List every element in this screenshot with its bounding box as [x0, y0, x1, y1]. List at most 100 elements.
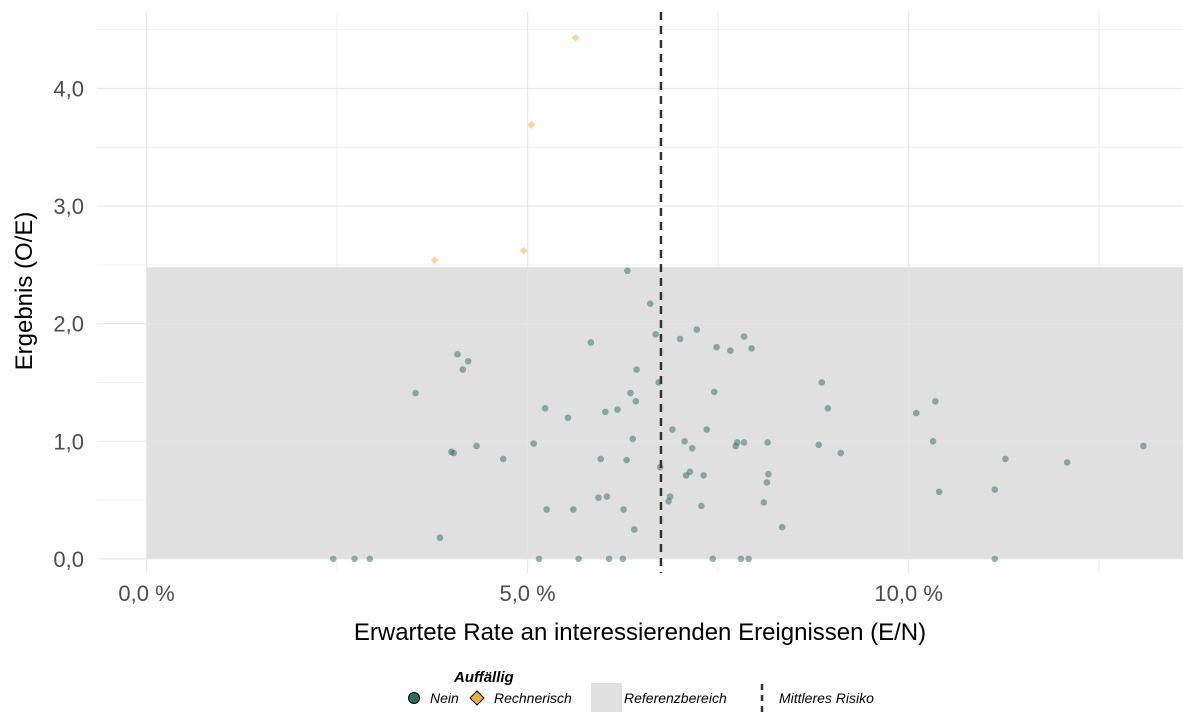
- data-point-nein: [624, 267, 631, 275]
- legend-key-rechnerisch: [469, 690, 485, 706]
- data-point-nein: [693, 326, 701, 333]
- data-point-nein: [991, 555, 999, 563]
- data-point-nein: [499, 455, 507, 463]
- data-point-nein: [815, 441, 823, 449]
- data-point-nein: [711, 388, 718, 396]
- data-point-nein: [464, 358, 472, 365]
- data-point-nein: [686, 468, 694, 476]
- data-point-nein: [991, 486, 999, 493]
- data-point-nein: [570, 506, 577, 513]
- data-point-nein: [473, 442, 480, 450]
- y-tick-labels: 0,0 1,0 2,0 3,0 4,0: [53, 76, 84, 571]
- data-point-nein: [1002, 455, 1009, 463]
- legend-key-nein: [408, 692, 420, 704]
- data-point-nein: [530, 440, 537, 447]
- data-point-nein: [688, 445, 696, 452]
- data-point-nein: [713, 343, 720, 351]
- data-point-nein: [764, 439, 771, 446]
- data-point-nein: [605, 555, 613, 563]
- legend-label-nein: Nein: [430, 690, 459, 706]
- data-point-nein: [454, 350, 461, 358]
- data-point-nein: [541, 405, 549, 412]
- data-point-nein: [666, 493, 674, 500]
- data-point-nein: [436, 534, 444, 542]
- data-points: [329, 33, 1147, 563]
- data-point-nein: [412, 389, 419, 397]
- data-point-nein: [652, 330, 659, 338]
- x-tick-label: 5,0 %: [499, 581, 555, 606]
- data-point-nein: [727, 347, 734, 355]
- x-tick-labels: 0,0 % 5,0 % 10,0 %: [118, 581, 942, 606]
- data-point-rechnerisch: [571, 33, 580, 42]
- data-point-nein: [575, 555, 582, 563]
- data-point-rechnerisch: [519, 246, 528, 255]
- data-point-nein: [632, 397, 640, 405]
- data-point-rechnerisch: [430, 256, 439, 265]
- data-point-nein: [733, 439, 741, 446]
- legend: Auffällig Nein Rechnerisch Referenzberei…: [408, 669, 874, 712]
- data-point-nein: [932, 397, 939, 405]
- data-point-nein: [929, 437, 937, 445]
- data-point-nein: [366, 555, 374, 563]
- data-point-nein: [737, 555, 745, 563]
- legend-label-referenzbereich: Referenzbereich: [624, 690, 727, 706]
- data-point-nein: [564, 414, 572, 422]
- data-point-nein: [778, 523, 786, 531]
- data-point-nein: [760, 499, 768, 506]
- data-point-nein: [765, 470, 772, 478]
- data-point-nein: [748, 345, 755, 352]
- legend-label-rechnerisch: Rechnerisch: [494, 690, 572, 706]
- data-point-nein: [587, 339, 595, 346]
- data-point-nein: [763, 479, 771, 486]
- data-point-nein: [669, 426, 676, 433]
- data-point-nein: [818, 379, 826, 386]
- y-tick-label: 3,0: [53, 194, 84, 219]
- data-point-nein: [595, 494, 602, 502]
- data-point-nein: [630, 526, 638, 533]
- y-tick-label: 0,0: [53, 547, 84, 572]
- data-point-nein: [703, 426, 710, 433]
- data-point-nein: [459, 366, 467, 373]
- data-point-nein: [646, 300, 654, 307]
- data-point-nein: [1063, 459, 1071, 466]
- data-point-nein: [535, 555, 543, 563]
- x-tick-label: 0,0 %: [118, 581, 174, 606]
- y-tick-label: 2,0: [53, 312, 84, 337]
- data-point-nein: [745, 555, 752, 563]
- data-point-nein: [740, 439, 748, 446]
- data-point-nein: [603, 493, 611, 500]
- grid-major-lines: [97, 12, 1183, 573]
- data-point-nein: [597, 455, 605, 463]
- data-point-nein: [676, 335, 684, 343]
- data-point-nein: [709, 555, 717, 563]
- y-axis-title: Ergebnis (O/E): [11, 212, 38, 371]
- data-point-nein: [824, 405, 832, 412]
- data-point-nein: [329, 555, 337, 563]
- x-tick-label: 10,0 %: [874, 581, 943, 606]
- data-point-nein: [912, 409, 920, 417]
- data-point-nein: [837, 449, 845, 457]
- data-point-nein: [450, 449, 457, 457]
- data-point-nein: [935, 488, 943, 496]
- data-point-rechnerisch: [527, 120, 536, 129]
- reference-range-band: [146, 267, 1183, 559]
- data-point-nein: [614, 406, 621, 413]
- data-point-nein: [351, 555, 358, 563]
- legend-title: Auffällig: [453, 669, 514, 686]
- data-point-nein: [627, 389, 634, 397]
- data-point-nein: [700, 472, 707, 479]
- data-point-nein: [619, 555, 627, 563]
- y-tick-label: 1,0: [53, 429, 84, 454]
- x-axis-title: Erwartete Rate an interessierenden Ereig…: [354, 619, 926, 646]
- legend-key-referenzbereich: [591, 683, 622, 712]
- legend-label-mittleres-risiko: Mittleres Risiko: [779, 690, 874, 706]
- data-point-nein: [623, 456, 630, 464]
- data-point-nein: [698, 502, 705, 510]
- data-point-nein: [681, 437, 688, 445]
- data-point-nein: [633, 366, 640, 373]
- data-point-nein: [543, 506, 550, 513]
- data-point-nein: [629, 435, 637, 443]
- data-point-nein: [620, 506, 627, 513]
- y-tick-label: 4,0: [53, 76, 84, 101]
